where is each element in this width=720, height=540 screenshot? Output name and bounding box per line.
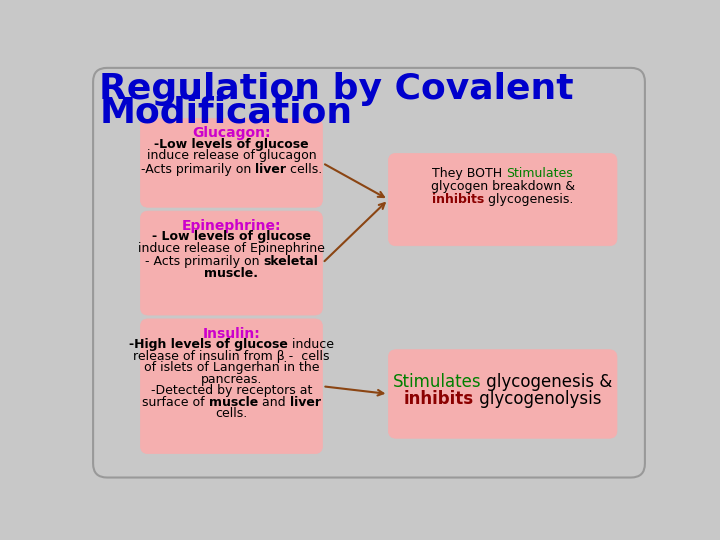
Text: surface of: surface of: [142, 396, 209, 409]
Text: Epinephrine:: Epinephrine:: [181, 219, 282, 233]
Text: -Acts primarily on: -Acts primarily on: [140, 163, 255, 176]
Text: liver: liver: [255, 163, 286, 176]
Text: induce release of Epinephrine: induce release of Epinephrine: [138, 242, 325, 255]
Text: and: and: [258, 396, 289, 409]
Text: glycogen breakdown &: glycogen breakdown &: [431, 180, 575, 193]
FancyBboxPatch shape: [140, 319, 323, 454]
FancyBboxPatch shape: [388, 153, 617, 246]
Text: Regulation by Covalent: Regulation by Covalent: [99, 72, 574, 106]
FancyBboxPatch shape: [140, 211, 323, 315]
Text: of islets of Langerhan in the: of islets of Langerhan in the: [144, 361, 319, 374]
Text: inhibits: inhibits: [404, 390, 474, 408]
Text: -Low levels of glucose: -Low levels of glucose: [154, 138, 309, 151]
Text: Modification: Modification: [99, 96, 352, 130]
Text: They BOTH: They BOTH: [432, 167, 506, 180]
Text: Stimulates: Stimulates: [506, 167, 573, 180]
Text: muscle: muscle: [209, 396, 258, 409]
Text: cells.: cells.: [286, 163, 322, 176]
Text: Insulin:: Insulin:: [202, 327, 261, 341]
Text: inhibits: inhibits: [432, 193, 484, 206]
Text: glycogenesis.: glycogenesis.: [484, 193, 574, 206]
Text: induce: induce: [288, 338, 334, 351]
Text: release of insulin from β -  cells: release of insulin from β - cells: [133, 350, 330, 363]
Text: muscle.: muscle.: [204, 267, 258, 280]
Text: glycogenesis &: glycogenesis &: [482, 373, 613, 391]
Text: cells.: cells.: [215, 408, 248, 421]
Text: - Acts primarily on: - Acts primarily on: [145, 255, 264, 268]
Text: skeletal: skeletal: [264, 255, 318, 268]
Text: Stimulates: Stimulates: [392, 373, 482, 391]
FancyBboxPatch shape: [388, 350, 617, 438]
Text: liver: liver: [289, 396, 320, 409]
Text: -Detected by receptors at: -Detected by receptors at: [150, 384, 312, 397]
Text: induce release of glucagon: induce release of glucagon: [147, 150, 316, 163]
FancyBboxPatch shape: [140, 119, 323, 207]
Text: -High levels of glucose: -High levels of glucose: [129, 338, 288, 351]
Text: glycogenolysis: glycogenolysis: [474, 390, 601, 408]
Text: - Low levels of glucose: - Low levels of glucose: [152, 231, 311, 244]
Text: pancreas.: pancreas.: [201, 373, 262, 386]
Text: Glucagon:: Glucagon:: [192, 126, 271, 140]
